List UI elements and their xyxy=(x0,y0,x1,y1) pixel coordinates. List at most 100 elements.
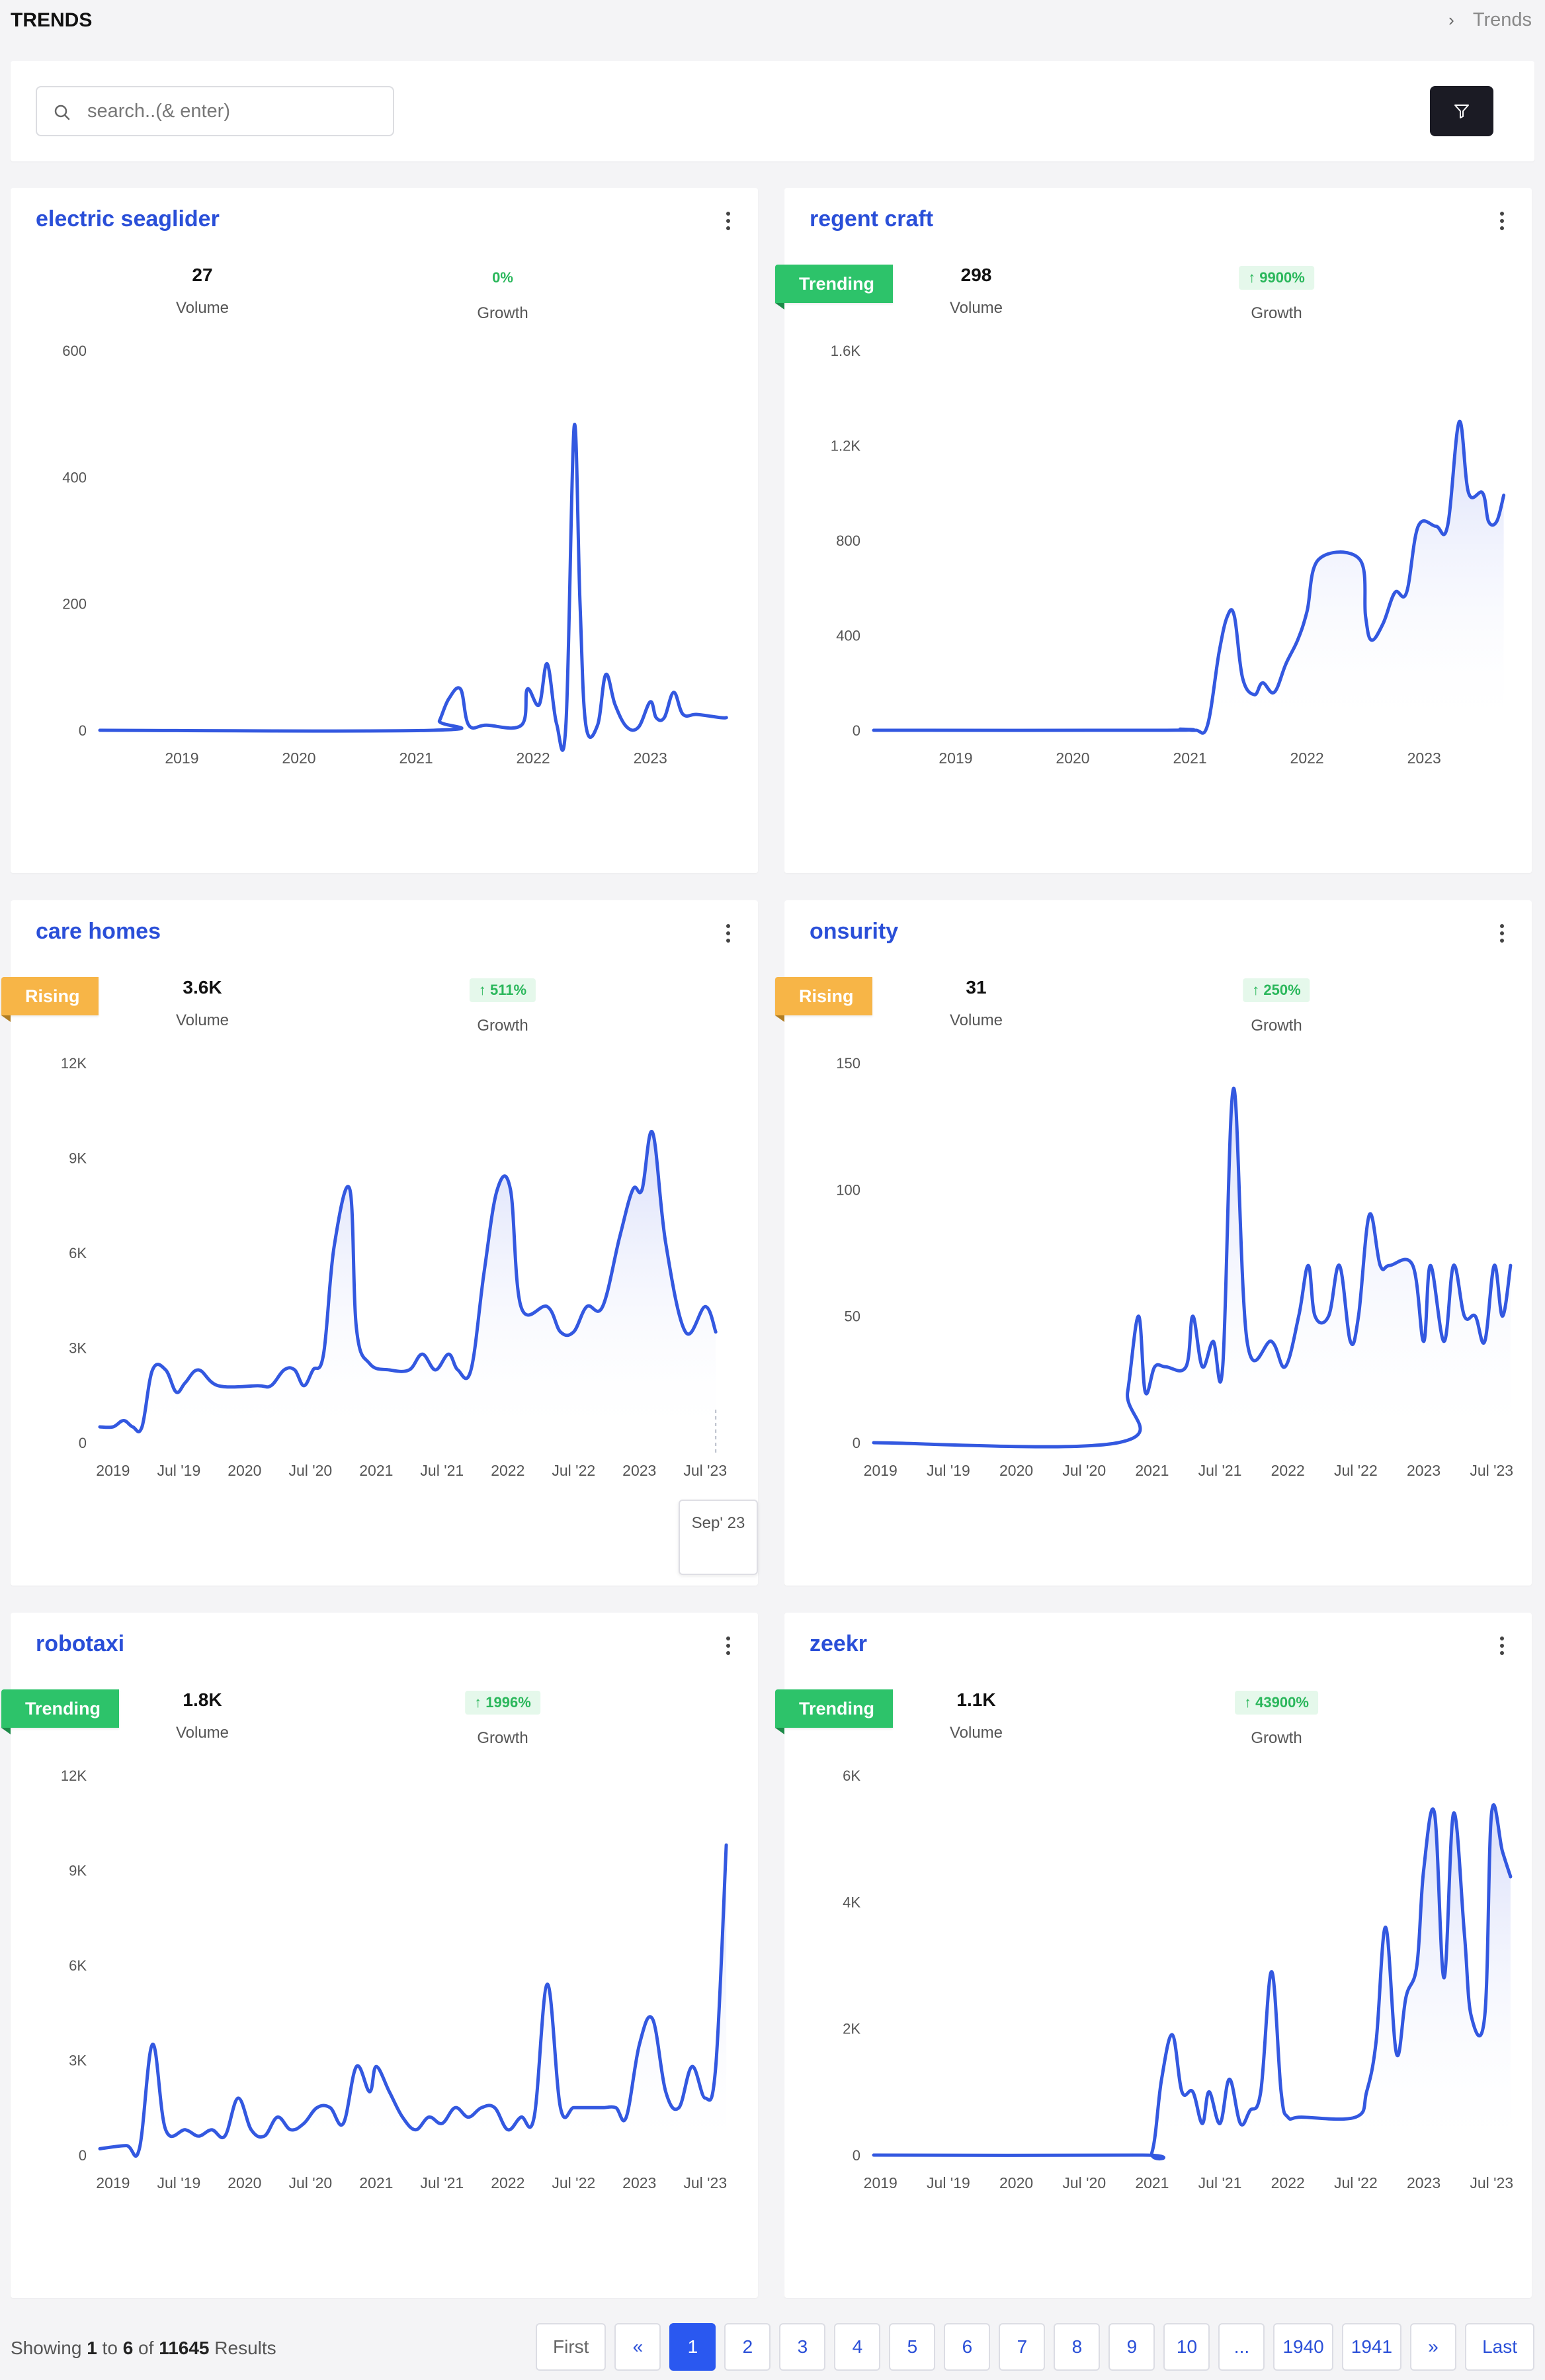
page-last-button[interactable]: Last xyxy=(1465,2323,1534,2371)
trend-title[interactable]: care homes xyxy=(36,919,161,944)
status-badge: Trending xyxy=(1,1689,119,1734)
page-number-button[interactable]: 1941 xyxy=(1341,2323,1402,2371)
x-tick-label: Jul '21 xyxy=(420,1462,464,1479)
trend-card[interactable]: electric seaglider 27 Volume 0% Growth 0… xyxy=(11,188,758,873)
y-tick-label: 400 xyxy=(62,469,87,486)
trend-card[interactable]: onsurity Rising 31 Volume ↑ 250% Growth … xyxy=(775,900,1532,1586)
x-tick-label: Jul '23 xyxy=(1470,2174,1513,2191)
x-tick-label: Jul '20 xyxy=(1062,1462,1106,1479)
y-tick-label: 12K xyxy=(61,1055,87,1072)
y-tick-label: 4K xyxy=(843,1894,860,1910)
trend-chart[interactable]: 0 200 400 600 2019 2020 2021 2022 2023 xyxy=(11,327,758,856)
search-input[interactable] xyxy=(87,97,378,126)
growth-value: ↑ 9900% xyxy=(1239,266,1314,290)
y-tick-label: 150 xyxy=(836,1055,860,1072)
more-options-icon[interactable] xyxy=(1499,212,1505,230)
pagination: First « 1 2 3 4 5 6 7 8 9 10... 1940 1941 » Last xyxy=(536,2323,1534,2371)
trend-title[interactable]: regent craft xyxy=(810,206,934,232)
series-line xyxy=(98,1843,728,2158)
trend-title[interactable]: zeekr xyxy=(810,1631,867,1656)
page-title: TRENDS xyxy=(11,9,93,31)
page-number-button[interactable]: 8 xyxy=(1054,2323,1101,2371)
trend-chart[interactable]: 0 3K 6K 9K 12K 2019 Jul '19 2020 Jul '20 2021 Jul … xyxy=(11,1039,758,1568)
y-tick-label: 3K xyxy=(69,1340,87,1357)
y-tick-label: 6K xyxy=(69,1245,87,1261)
trend-title[interactable]: robotaxi xyxy=(36,1631,125,1656)
total-results: 11645 xyxy=(159,2338,210,2358)
x-tick-label: 2020 xyxy=(228,1462,261,1479)
trend-card[interactable]: regent craft Trending 298 Volume ↑ 9900%… xyxy=(775,188,1532,873)
growth-value: ↑ 250% xyxy=(1243,978,1310,1002)
x-tick-label: 2020 xyxy=(1056,749,1089,767)
trend-card[interactable]: zeekr Trending 1.1K Volume ↑ 43900% Grow… xyxy=(775,1613,1532,2298)
page-first-button[interactable]: First xyxy=(536,2323,606,2371)
x-tick-label: 2019 xyxy=(96,1462,130,1479)
page-number-button[interactable]: 7 xyxy=(999,2323,1046,2371)
x-tick-label: 2019 xyxy=(864,2174,898,2191)
more-options-icon[interactable] xyxy=(1499,924,1505,943)
volume-value: 3.6K xyxy=(183,977,222,998)
trend-chart[interactable]: 0 400 800 1.2K 1.6K 2019 2020 2021 2022 2023 xyxy=(784,327,1532,856)
y-tick-label: 400 xyxy=(836,628,860,644)
range-to: 6 xyxy=(122,2338,134,2358)
page-number-button[interactable]: 3 xyxy=(779,2323,826,2371)
page-number-button[interactable]: 6 xyxy=(944,2323,991,2371)
page-number-button[interactable]: 4 xyxy=(834,2323,881,2371)
x-tick-label: Jul '19 xyxy=(927,1462,970,1479)
status-badge: Trending xyxy=(775,1689,893,1734)
series-area xyxy=(874,1088,1511,1447)
y-tick-label: 0 xyxy=(79,1435,87,1451)
more-options-icon[interactable] xyxy=(725,212,731,230)
to-label: to xyxy=(102,2338,118,2358)
breadcrumb-item-trends[interactable]: Trends xyxy=(1472,9,1532,30)
trend-title[interactable]: electric seaglider xyxy=(36,206,220,232)
page-next-button[interactable]: » xyxy=(1410,2323,1457,2371)
page-number-button[interactable]: 1 xyxy=(669,2323,716,2371)
x-tick-label: 2020 xyxy=(999,1462,1033,1479)
x-tick-label: 2021 xyxy=(1173,749,1206,767)
x-tick-label: 2023 xyxy=(1407,2174,1441,2191)
filter-button[interactable] xyxy=(1430,86,1493,136)
series-line xyxy=(872,1803,1513,2161)
trend-chart[interactable]: 0 2K 4K 6K 2019 Jul '19 2020 Jul '20 2021 Jul '21… xyxy=(784,1752,1532,2281)
growth-label: Growth xyxy=(1251,1017,1302,1035)
growth-label: Growth xyxy=(477,1017,528,1035)
trend-card[interactable]: robotaxi Trending 1.8K Volume ↑ 1996% Gr… xyxy=(1,1613,758,2298)
x-tick-label: 2021 xyxy=(1135,2174,1169,2191)
y-tick-label: 100 xyxy=(836,1181,860,1198)
page-number-button[interactable]: 2 xyxy=(724,2323,771,2371)
more-options-icon[interactable] xyxy=(1499,1636,1505,1655)
x-tick-label: Jul '20 xyxy=(288,2174,332,2191)
x-tick-label: Jul '23 xyxy=(1470,1462,1513,1479)
more-options-icon[interactable] xyxy=(725,1636,731,1655)
x-tick-label: Jul '19 xyxy=(927,2174,970,2191)
volume-value: 31 xyxy=(966,977,987,998)
series-line xyxy=(872,1086,1513,1449)
volume-value: 1.1K xyxy=(956,1689,996,1710)
page-prev-button[interactable]: « xyxy=(614,2323,661,2371)
page-number-button[interactable]: 5 xyxy=(889,2323,936,2371)
series-line xyxy=(98,423,728,752)
x-tick-label: 2022 xyxy=(491,1462,524,1479)
x-tick-label: 2023 xyxy=(1407,749,1441,767)
x-tick-label: Jul '21 xyxy=(1198,1462,1242,1479)
page-number-button[interactable]: 1940 xyxy=(1273,2323,1333,2371)
page-ellipsis[interactable]: ... xyxy=(1218,2323,1265,2371)
y-tick-label: 2K xyxy=(843,2021,860,2037)
y-tick-label: 3K xyxy=(69,2053,87,2069)
trend-title[interactable]: onsurity xyxy=(810,919,899,944)
page-number-button[interactable]: 9 xyxy=(1108,2323,1155,2371)
page-number-button[interactable]: 10 xyxy=(1163,2323,1210,2371)
x-tick-label: 2020 xyxy=(999,2174,1033,2191)
trend-chart[interactable]: 0 3K 6K 9K 12K 2019 Jul '19 2020 Jul '20 2021 Jul … xyxy=(11,1752,758,2281)
trend-card[interactable]: care homes Rising 3.6K Volume ↑ 511% Gro… xyxy=(1,900,758,1586)
range-from: 1 xyxy=(87,2338,97,2358)
y-tick-label: 9K xyxy=(69,1863,87,1879)
volume-label: Volume xyxy=(949,1011,1003,1029)
volume-value: 298 xyxy=(960,265,992,285)
trend-chart[interactable]: 0 50 100 150 2019 Jul '19 2020 Jul '20 2021 Jul '… xyxy=(784,1039,1532,1568)
growth-label: Growth xyxy=(1251,1729,1302,1747)
more-options-icon[interactable] xyxy=(725,924,731,943)
x-tick-label: Jul '22 xyxy=(1334,1462,1378,1479)
y-tick-label: 600 xyxy=(62,343,87,359)
